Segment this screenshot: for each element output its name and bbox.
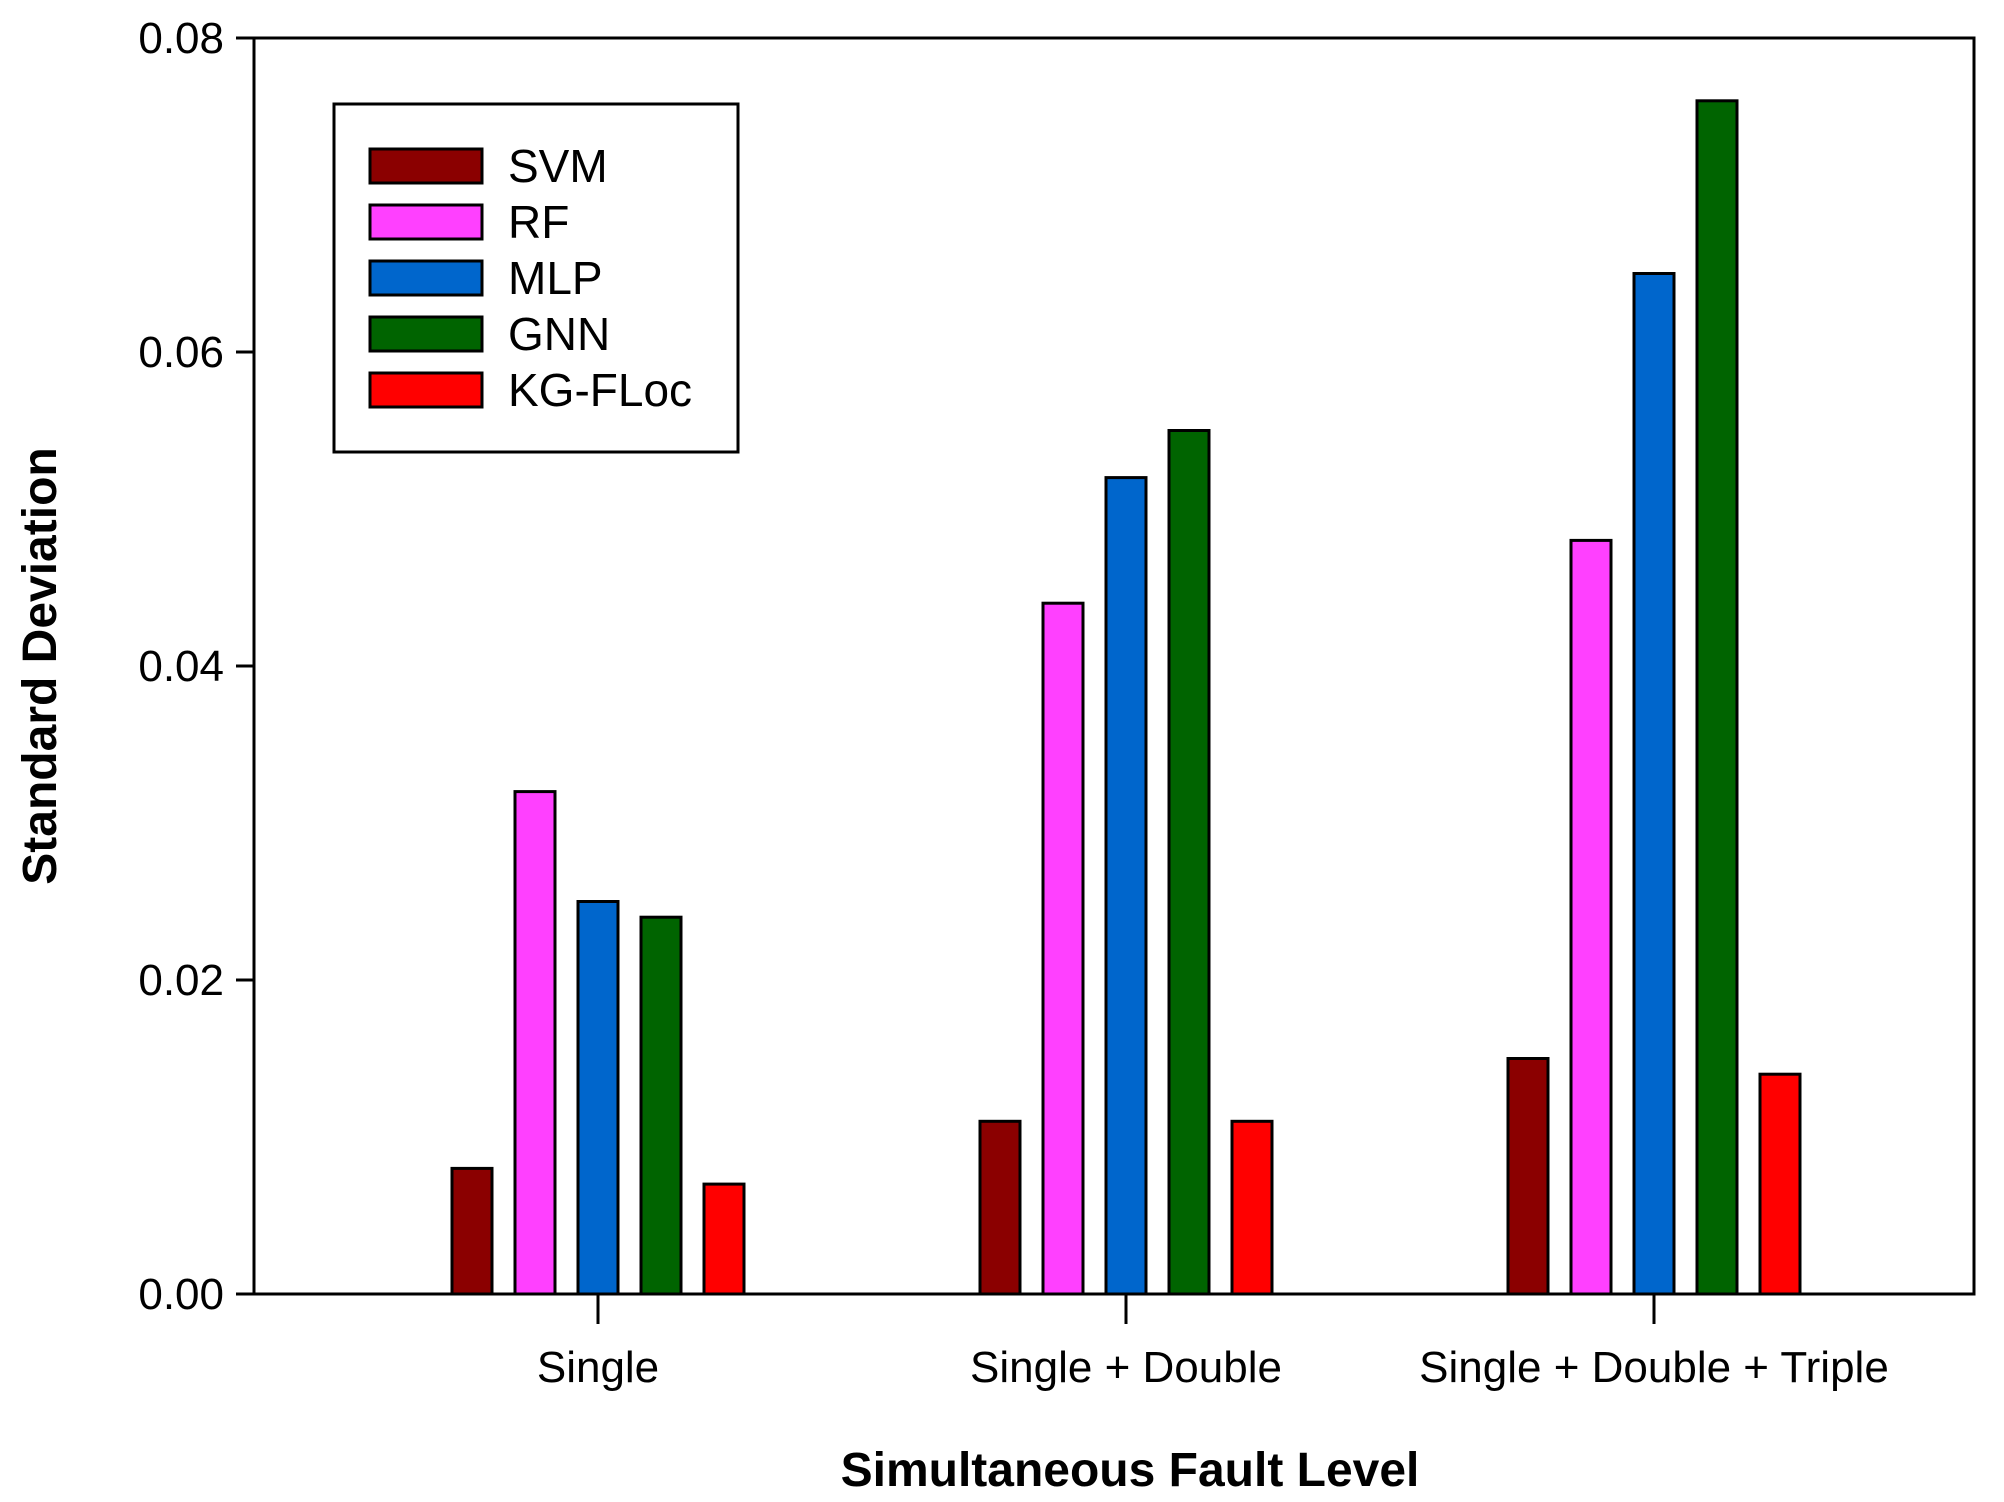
y-tick-label: 0.08	[138, 14, 224, 63]
legend-swatch-svm	[368, 147, 484, 185]
bar-svm-1	[978, 1119, 1022, 1296]
legend-label-kg-floc: KG-FLoc	[508, 364, 692, 416]
bar-rf-1	[1041, 601, 1085, 1296]
x-tick-label: Single + Double	[970, 1343, 1282, 1392]
legend-swatch-kg-floc	[368, 371, 484, 409]
y-axis-title: Standard Deviation	[14, 447, 67, 884]
y-tick-label: 0.06	[138, 328, 224, 377]
bar-svm-0	[450, 1166, 494, 1296]
bar-kg-floc-0	[702, 1182, 746, 1296]
x-axis: Single Single + Double Single + Double + T…	[537, 1294, 1889, 1392]
legend-label-mlp: MLP	[508, 252, 603, 304]
bar-rf-2	[1569, 538, 1613, 1296]
bar-gnn-2	[1695, 99, 1739, 1296]
bar-mlp-1	[1104, 476, 1148, 1296]
bar-kg-floc-2	[1758, 1072, 1802, 1296]
legend-label-rf: RF	[508, 196, 569, 248]
x-axis-title: Simultaneous Fault Level	[841, 1444, 1420, 1497]
legend-label-gnn: GNN	[508, 308, 610, 360]
x-tick-label: Single + Double + Triple	[1419, 1343, 1889, 1392]
bar-mlp-2	[1632, 272, 1676, 1296]
y-tick-label: 0.00	[138, 1270, 224, 1319]
y-tick-label: 0.04	[138, 642, 224, 691]
legend-swatch-rf	[368, 203, 484, 241]
bar-gnn-1	[1167, 429, 1211, 1296]
y-axis: 0.00 0.02 0.04 0.06 0.08	[138, 14, 254, 1319]
bar-rf-0	[513, 790, 557, 1296]
legend-swatch-mlp	[368, 259, 484, 297]
legend-label-svm: SVM	[508, 140, 608, 192]
bar-gnn-0	[639, 915, 683, 1296]
y-tick-label: 0.02	[138, 956, 224, 1005]
legend-swatch-gnn	[368, 315, 484, 353]
x-tick-label: Single	[537, 1343, 659, 1392]
bar-kg-floc-1	[1230, 1119, 1274, 1296]
bar-mlp-0	[576, 900, 620, 1296]
bar-svm-2	[1506, 1057, 1550, 1296]
